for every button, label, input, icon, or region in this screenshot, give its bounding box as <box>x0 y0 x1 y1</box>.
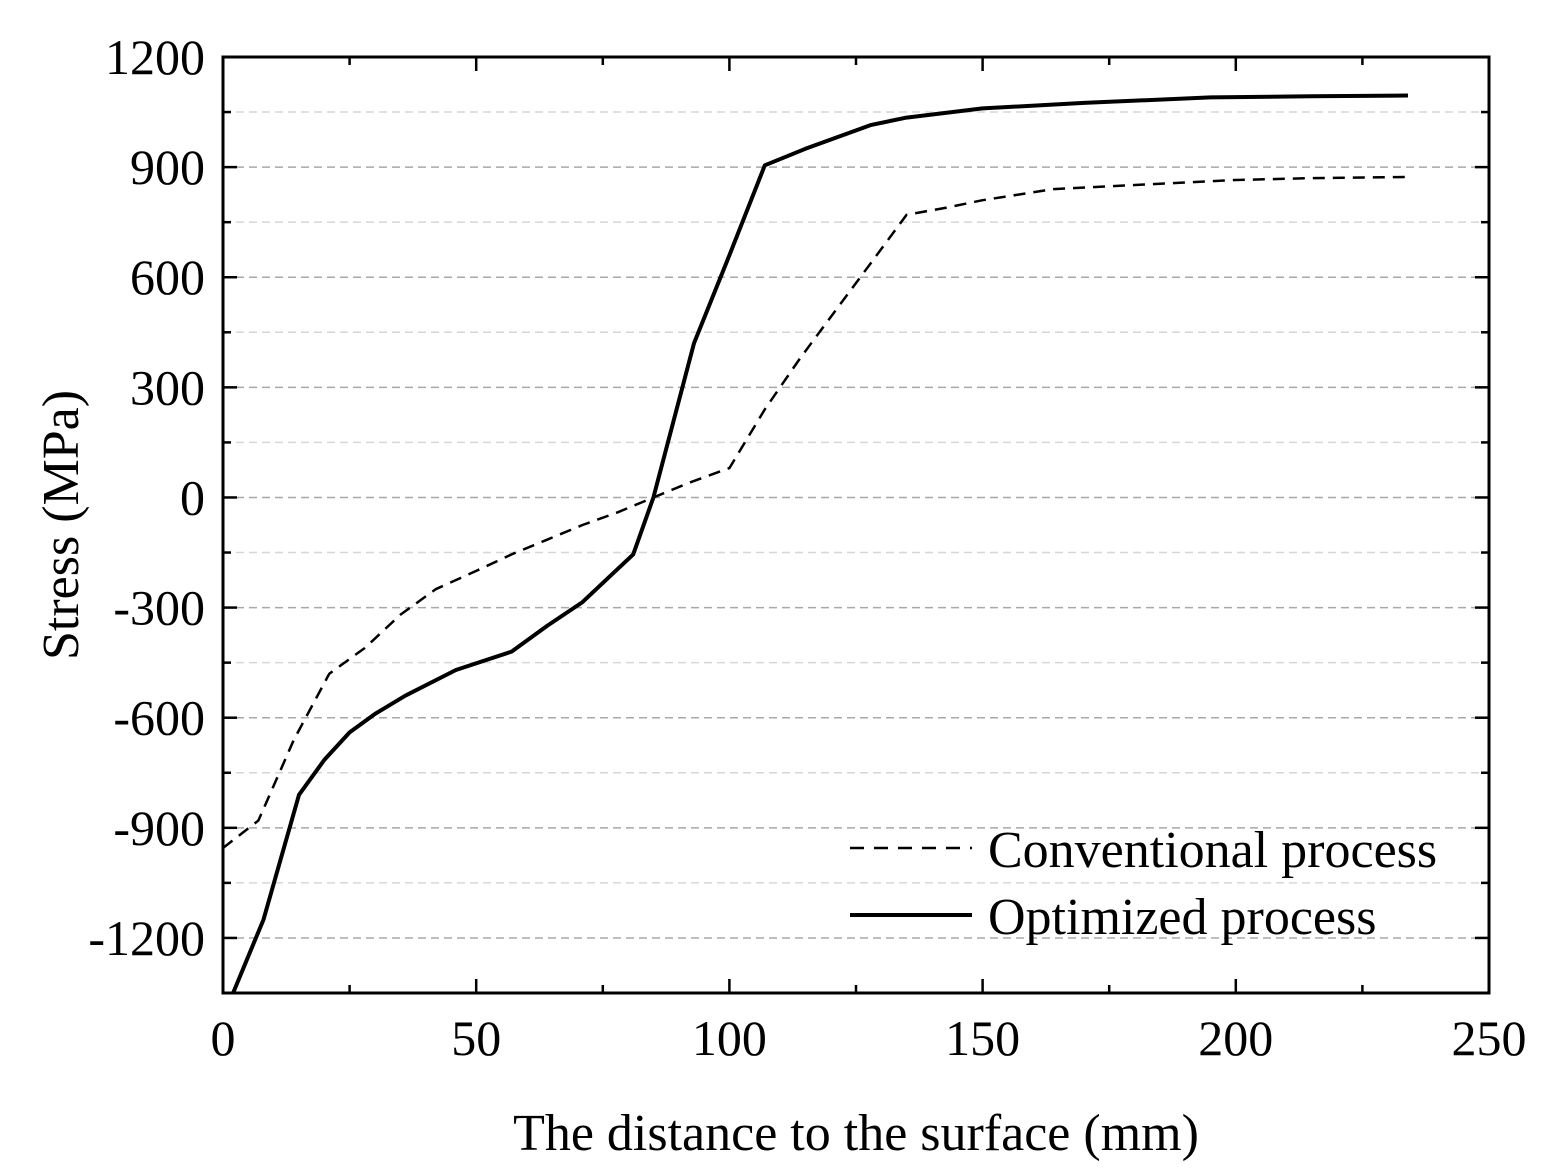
x-tick-label: 50 <box>451 1010 501 1066</box>
y-tick-label: 600 <box>130 249 205 305</box>
gridlines <box>223 111 1489 939</box>
x-tick-label: 150 <box>945 1010 1020 1066</box>
x-tick-label: 250 <box>1452 1010 1527 1066</box>
y-tick-label: 300 <box>130 359 205 415</box>
legend: Conventional process Optimized process <box>850 822 1437 946</box>
x-tick-label: 0 <box>211 1010 236 1066</box>
legend-label-conventional: Conventional process <box>988 822 1437 879</box>
y-tick-label: -1200 <box>88 910 205 966</box>
series-lines <box>222 93 1409 994</box>
y-tick-label: -300 <box>113 580 205 636</box>
x-tick-label: 100 <box>692 1010 767 1066</box>
x-axis-title: The distance to the surface (mm) <box>513 1105 1199 1162</box>
axis-ticks <box>221 55 1491 995</box>
x-tick-label: 200 <box>1198 1010 1273 1066</box>
series-line-conventional <box>222 175 1409 849</box>
y-tick-label: 0 <box>180 469 205 525</box>
y-tick-label: 1200 <box>105 29 205 85</box>
y-tick-label: -900 <box>113 800 205 856</box>
y-axis-title: Stress (MPa) <box>33 390 90 660</box>
tick-labels: -1200 -900 -600 -300 0 300 600 900 1200 0 50 100 150… <box>88 29 1526 1066</box>
legend-label-optimized: Optimized process <box>988 889 1376 946</box>
y-tick-label: -600 <box>113 690 205 746</box>
series-line-optimized <box>231 93 1409 994</box>
y-tick-label: 900 <box>130 139 205 195</box>
